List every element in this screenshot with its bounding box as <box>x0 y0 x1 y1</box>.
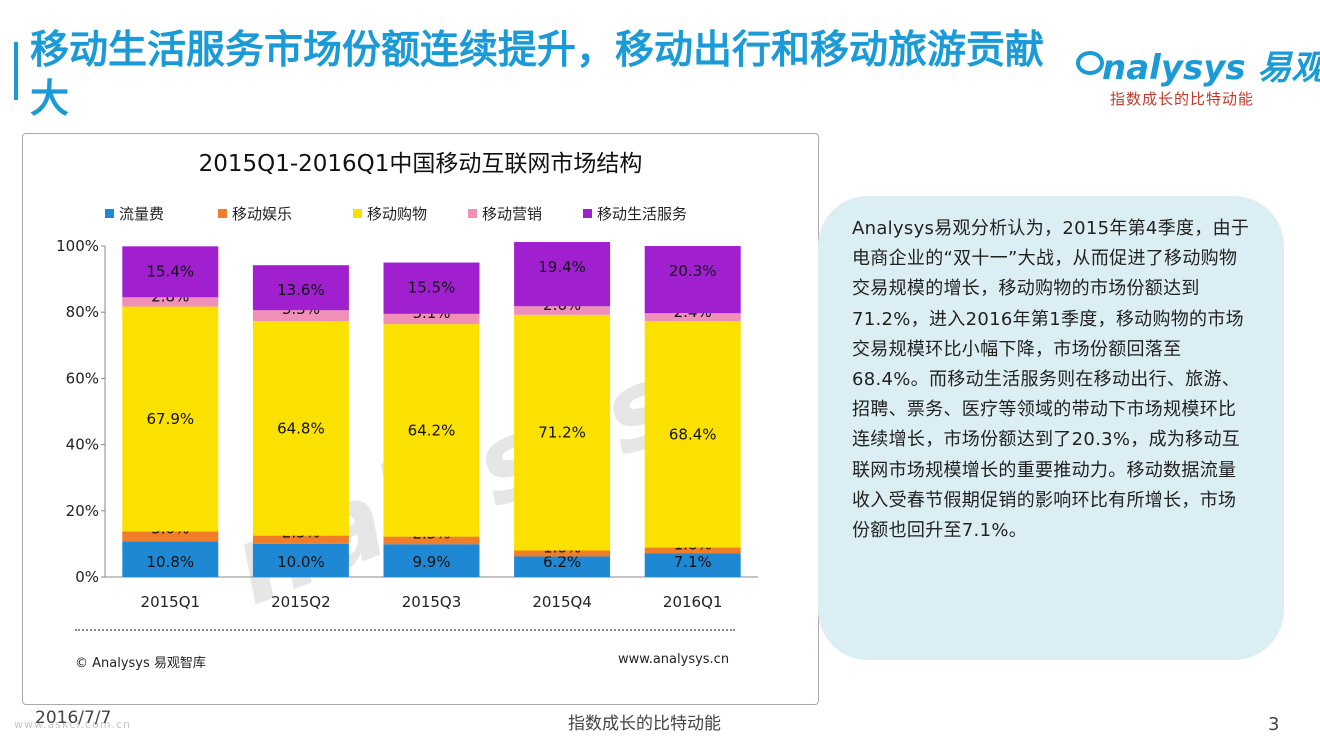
bar-segment-1-0 <box>122 531 219 542</box>
bar-segment-4-2 <box>383 262 480 314</box>
logo-swirl-icon <box>1076 51 1104 75</box>
analysys-logo: nalysys 易观 指数成长的比特动能 <box>1076 40 1320 110</box>
bar-segment-0-0 <box>122 541 219 577</box>
chart-panel: 2015Q1-2016Q1中国移动互联网市场结构 nalysys 流量费移动娱乐… <box>22 133 819 705</box>
data-label-4-0: 15.4% <box>146 262 194 280</box>
bar-segment-3-0 <box>122 297 219 307</box>
chart-source: © Analysys 易观智库 <box>75 656 206 671</box>
bar-segment-4-0 <box>122 246 219 298</box>
bar-segment-3-2 <box>383 313 480 325</box>
legend-swatch-2 <box>353 209 362 218</box>
bar-segment-0-3 <box>514 556 611 577</box>
data-label-4-2: 15.5% <box>408 279 456 297</box>
bar-segment-0-2 <box>383 544 480 577</box>
y-tick-label-3: 60% <box>66 369 99 387</box>
chart-website: www.analysys.cn <box>618 652 730 667</box>
bar-segment-0-1 <box>252 543 349 577</box>
legend-swatch-0 <box>105 209 114 218</box>
bar-segment-3-4 <box>644 313 741 322</box>
footer-date: 2016/7/7 <box>35 708 112 728</box>
dotted-divider <box>75 629 735 631</box>
logo-slogan: 指数成长的比特动能 <box>1110 90 1255 108</box>
bar-segment-4-4 <box>644 246 741 314</box>
y-tick-label-1: 20% <box>66 502 99 520</box>
x-tick-label-3: 2015Q4 <box>532 593 592 611</box>
bar-segment-4-1 <box>252 265 349 311</box>
data-label-0-1: 10.0% <box>277 553 325 571</box>
bar-segment-1-1 <box>252 535 349 544</box>
slide-title: 移动生活服务市场份额连续提升，移动出行和移动旅游贡献大 <box>30 28 1045 122</box>
x-tick-label-4: 2016Q1 <box>663 593 723 611</box>
bar-segment-3-3 <box>514 306 611 315</box>
legend-label-0: 流量费 <box>119 205 164 223</box>
data-label-0-4: 7.1% <box>674 553 712 571</box>
x-tick-label-2: 2015Q3 <box>402 593 462 611</box>
data-label-4-1: 13.6% <box>277 281 325 299</box>
legend-swatch-3 <box>468 209 477 218</box>
bar-segment-2-2 <box>383 324 480 537</box>
bar-segment-4-3 <box>514 242 611 307</box>
footer-watermark: www.askci.com.cn <box>14 718 131 731</box>
data-label-0-2: 9.9% <box>412 553 450 571</box>
bar-segment-0-4 <box>644 553 741 577</box>
legend-label-3: 移动营销 <box>482 205 542 223</box>
bar-segment-1-3 <box>514 550 611 557</box>
legend-swatch-1 <box>218 209 227 218</box>
x-tick-label-0: 2015Q1 <box>141 593 201 611</box>
data-label-2-3: 71.2% <box>538 424 586 442</box>
title-accent-bar <box>14 42 18 100</box>
data-label-4-3: 19.4% <box>538 258 586 276</box>
analysis-text: Analysys易观分析认为，2015年第4季度，由于电商企业的“双十一”大战，… <box>852 218 1250 542</box>
analysis-bubble <box>818 196 1284 660</box>
data-label-0-0: 10.8% <box>146 553 194 571</box>
y-tick-label-0: 0% <box>75 568 99 586</box>
legend-label-4: 移动生活服务 <box>597 205 687 223</box>
bar-segment-3-1 <box>252 310 349 322</box>
x-tick-label-1: 2015Q2 <box>271 593 331 611</box>
logo-text: nalysys 易观 <box>1102 48 1320 88</box>
y-tick-label-5: 100% <box>56 237 99 255</box>
data-label-2-4: 68.4% <box>669 425 717 443</box>
legend-label-1: 移动娱乐 <box>232 205 292 223</box>
bar-segment-1-2 <box>383 536 480 545</box>
page-number: 3 <box>1268 714 1280 735</box>
footer-slogan: 指数成长的比特动能 <box>568 714 721 734</box>
data-label-4-4: 20.3% <box>669 262 717 280</box>
bar-segment-2-1 <box>252 321 349 536</box>
legend-label-2: 移动购物 <box>367 205 427 223</box>
bar-segment-2-3 <box>514 314 611 551</box>
legend-swatch-4 <box>583 209 592 218</box>
data-label-2-0: 67.9% <box>146 410 194 428</box>
bar-segment-2-4 <box>644 321 741 548</box>
y-tick-label-2: 40% <box>66 436 99 454</box>
bar-segment-1-4 <box>644 547 741 554</box>
data-label-2-2: 64.2% <box>408 421 456 439</box>
stacked-bar-chart: nalysys 流量费移动娱乐移动购物移动营销移动生活服务0%20%40%60%… <box>56 205 758 630</box>
data-label-0-3: 6.2% <box>543 553 581 571</box>
bar-segment-2-0 <box>122 306 219 532</box>
data-label-2-1: 64.8% <box>277 419 325 437</box>
y-tick-label-4: 80% <box>66 303 99 321</box>
chart-title: 2015Q1-2016Q1中国移动互联网市场结构 <box>198 151 643 177</box>
